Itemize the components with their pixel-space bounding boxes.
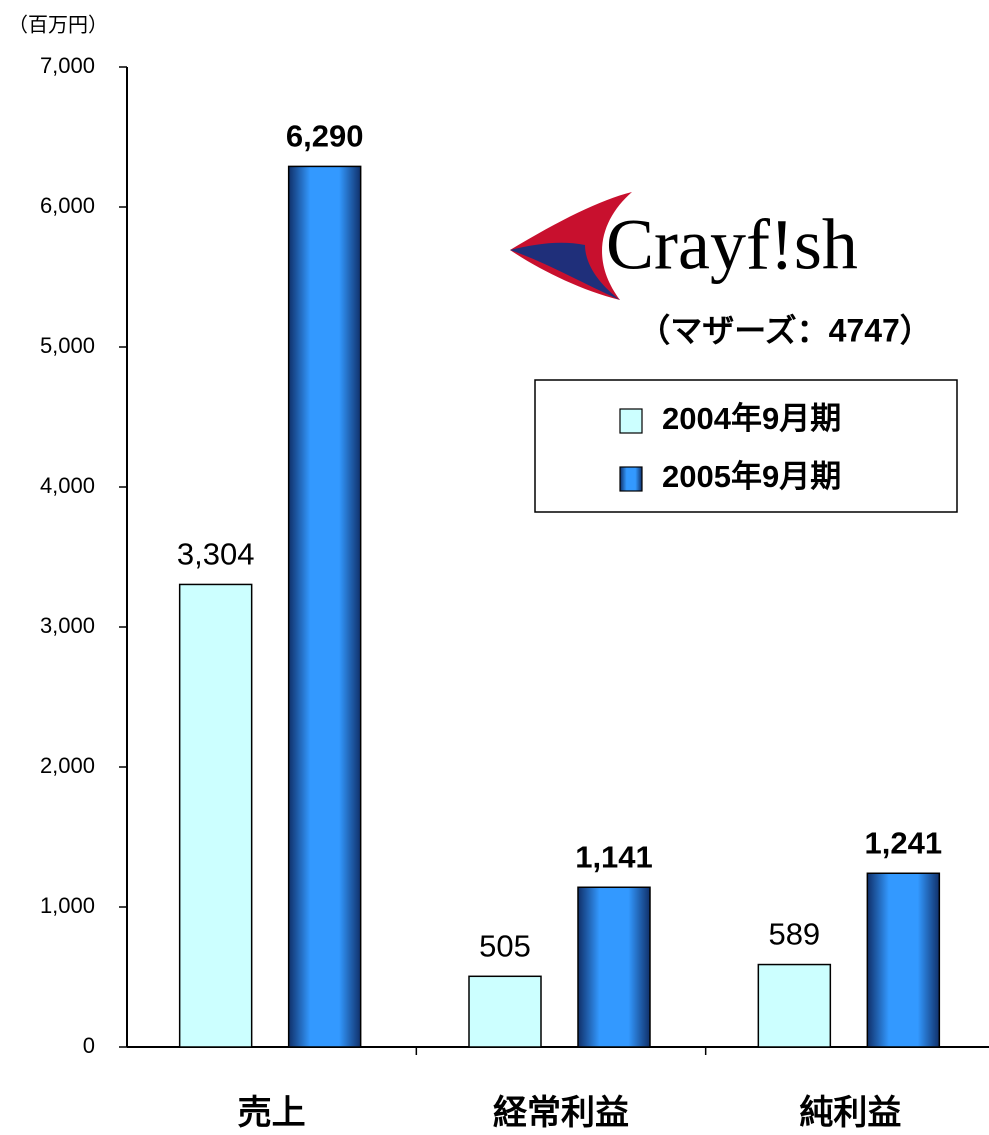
y-tick-label: 6,000 xyxy=(40,193,95,218)
value-label: 6,290 xyxy=(286,119,364,154)
y-tick-label: 7,000 xyxy=(40,53,95,78)
legend-label: 2004年9月期 xyxy=(662,401,841,436)
y-tick-label: 5,000 xyxy=(40,333,95,358)
y-tick-label: 1,000 xyxy=(40,893,95,918)
y-tick-label: 3,000 xyxy=(40,613,95,638)
value-label: 589 xyxy=(768,917,820,952)
unit-label: （百万円） xyxy=(8,13,108,36)
value-label: 1,241 xyxy=(865,825,943,860)
logo-text: Crayf!sh xyxy=(606,205,858,285)
bar xyxy=(178,583,253,1048)
bar xyxy=(757,963,832,1048)
annotation: （マザーズ：4747） xyxy=(638,312,932,348)
x-tick-label: 経常利益 xyxy=(493,1094,629,1132)
value-label: 505 xyxy=(479,928,531,963)
y-tick-label: 2,000 xyxy=(40,753,95,778)
bar xyxy=(577,886,651,1048)
logo: Crayf!sh xyxy=(510,192,858,300)
bar xyxy=(287,165,362,1048)
legend-box xyxy=(534,379,958,513)
value-label: 3,304 xyxy=(177,537,255,572)
legend-label: 2005年9月期 xyxy=(662,459,841,494)
y-tick-label: 4,000 xyxy=(40,473,95,498)
logo-swoosh-blue xyxy=(510,242,620,300)
value-label: 1,141 xyxy=(575,839,653,874)
bar xyxy=(866,872,941,1048)
legend-swatch xyxy=(619,408,643,434)
x-tick-label: 売上 xyxy=(238,1094,306,1132)
legend-swatch xyxy=(619,466,643,492)
x-tick-label: 純利益 xyxy=(799,1094,901,1132)
y-tick-label: 0 xyxy=(83,1033,95,1058)
bar xyxy=(468,975,542,1048)
